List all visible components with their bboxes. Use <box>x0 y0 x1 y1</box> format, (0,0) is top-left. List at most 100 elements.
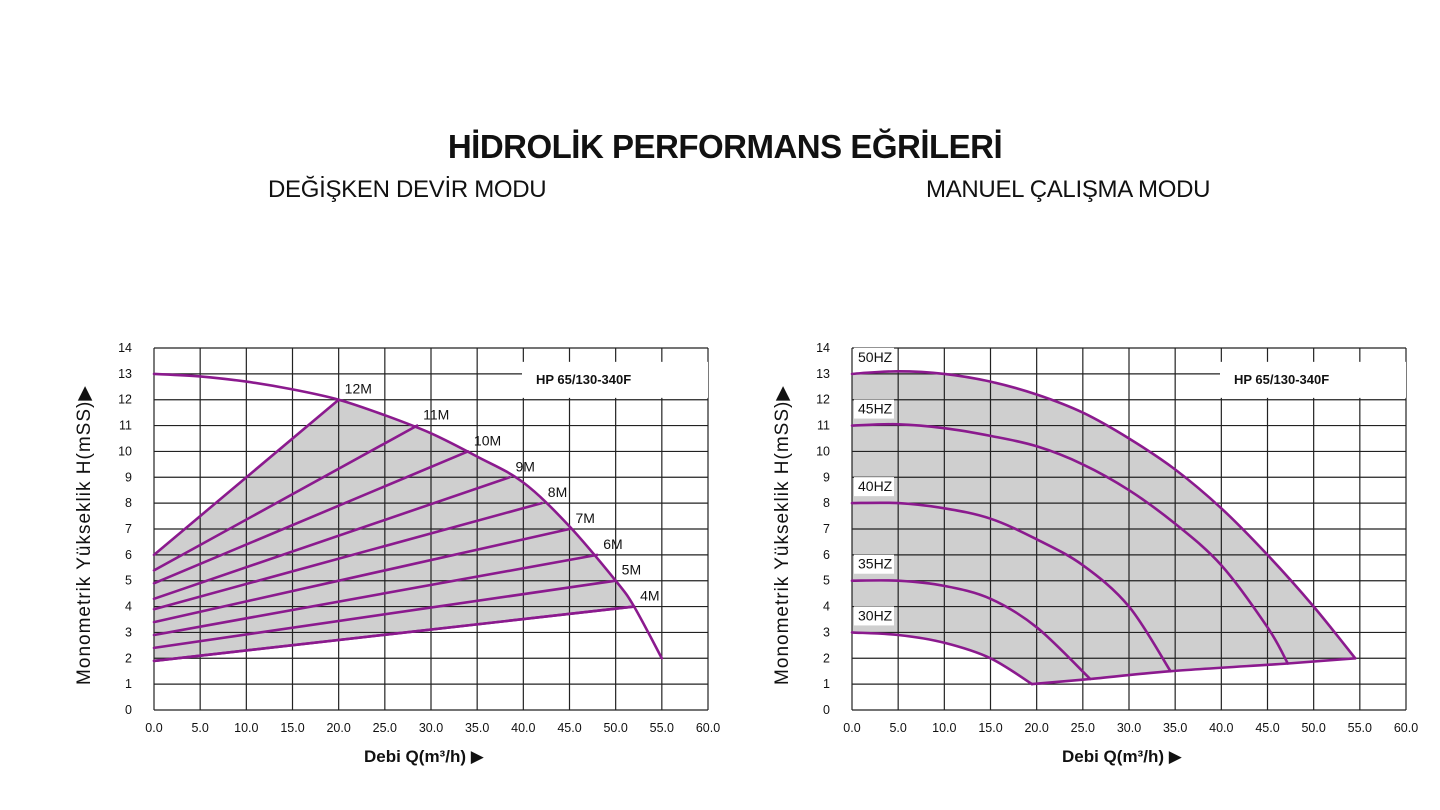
right-y-axis-label: Monometrik Yükseklik H(mSS)▶ <box>772 385 793 685</box>
right-x-tick-label: 60.0 <box>1394 721 1418 735</box>
left-x-tick-label: 30.0 <box>419 721 443 735</box>
right-x-tick-label: 15.0 <box>978 721 1002 735</box>
left-x-tick-label: 0.0 <box>145 721 162 735</box>
right-min-line <box>1030 657 1357 686</box>
left-y-axis-label: Monometrik Yükseklik H(mSS)▶ <box>74 385 95 685</box>
left-model-label: HP 65/130-340F <box>536 372 631 387</box>
left-series-5m <box>152 579 617 650</box>
left-x-tick-label: 25.0 <box>373 721 397 735</box>
left-chart-subtitle: DEĞİŞKEN DEVİR MODU <box>268 176 547 203</box>
right-y-tick-label: 1 <box>823 677 830 691</box>
right-model-label: HP 65/130-340F <box>1234 372 1329 387</box>
right-series-label-bg <box>854 399 894 419</box>
right-series-40hz <box>850 501 1172 673</box>
right-series-label-30hz: 30HZ <box>858 607 893 623</box>
left-x-tick-label: 15.0 <box>280 721 304 735</box>
right-x-tick-label: 35.0 <box>1163 721 1187 735</box>
right-x-axis-label: Debi Q(m³/h) ▶ <box>1062 747 1183 766</box>
right-model-box <box>1220 361 1406 398</box>
left-y-tick-label: 4 <box>125 600 132 614</box>
left-series-11m <box>152 424 419 572</box>
left-series-4m <box>152 605 636 663</box>
left-y-tick-label: 1 <box>125 677 132 691</box>
left-series-label-12m: 12M <box>345 381 372 397</box>
left-series-label-4m: 4M <box>640 588 659 604</box>
right-series-45hz <box>850 422 1290 665</box>
right-series-35hz <box>850 579 1092 681</box>
left-series-12m <box>152 398 340 557</box>
right-x-tick-label: 55.0 <box>1348 721 1372 735</box>
right-y-tick-label: 2 <box>823 651 830 665</box>
right-series-30hz <box>850 631 1034 686</box>
left-x-tick-label: 10.0 <box>234 721 258 735</box>
left-series-7m <box>152 527 571 624</box>
right-x-tick-label: 10.0 <box>932 721 956 735</box>
right-x-tick-label: 20.0 <box>1024 721 1048 735</box>
left-x-axis-label: Debi Q(m³/h) ▶ <box>364 747 485 766</box>
right-y-tick-label: 0 <box>823 703 830 717</box>
right-series-50hz <box>850 370 1357 660</box>
right-series-label-50hz: 50HZ <box>858 349 893 365</box>
left-x-tick-label: 55.0 <box>650 721 674 735</box>
right-y-tick-label: 14 <box>816 341 830 355</box>
right-y-tick-label: 5 <box>823 574 830 588</box>
left-y-tick-label: 0 <box>125 703 132 717</box>
left-x-tick-label: 5.0 <box>191 721 208 735</box>
left-y-tick-label: 2 <box>125 651 132 665</box>
right-x-tick-label: 5.0 <box>889 721 906 735</box>
left-x-tick-label: 35.0 <box>465 721 489 735</box>
right-x-tick-label: 0.0 <box>843 721 860 735</box>
left-series-label-7m: 7M <box>576 510 595 526</box>
left-series-label-5m: 5M <box>622 562 641 578</box>
right-x-tick-label: 40.0 <box>1209 721 1233 735</box>
left-series-label-11m: 11M <box>423 407 449 423</box>
right-series-label-bg <box>854 554 894 574</box>
left-x-tick-label: 40.0 <box>511 721 535 735</box>
left-y-tick-label: 11 <box>119 419 132 433</box>
right-series-label-45hz: 45HZ <box>858 401 893 417</box>
right-x-tick-label: 45.0 <box>1255 721 1279 735</box>
right-x-tick-label: 50.0 <box>1301 721 1325 735</box>
left-y-tick-label: 5 <box>125 574 132 588</box>
left-series-6m <box>152 553 599 637</box>
right-y-tick-label: 10 <box>816 444 830 458</box>
left-y-tick-label: 10 <box>118 444 132 458</box>
left-y-tick-label: 8 <box>125 496 132 510</box>
left-y-tick-label: 9 <box>125 470 132 484</box>
left-series-label-8m: 8M <box>548 484 567 500</box>
right-x-tick-label: 30.0 <box>1117 721 1141 735</box>
right-y-tick-label: 7 <box>823 522 830 536</box>
right-chart-subtitle: MANUEL ÇALIŞMA MODU <box>926 176 1211 203</box>
right-y-tick-label: 4 <box>823 600 830 614</box>
left-series-label-9m: 9M <box>515 458 534 474</box>
left-series-10m <box>152 450 470 585</box>
left-x-tick-label: 20.0 <box>326 721 350 735</box>
right-series-label-40hz: 40HZ <box>858 478 893 494</box>
left-y-tick-label: 14 <box>118 341 132 355</box>
left-y-tick-label: 3 <box>125 625 132 639</box>
left-series-label-6m: 6M <box>603 536 622 552</box>
left-series-label-10m: 10M <box>474 432 501 448</box>
right-operating-region <box>852 371 1356 685</box>
right-y-tick-label: 12 <box>816 393 830 407</box>
right-series-label-bg <box>854 606 894 626</box>
right-y-tick-label: 6 <box>823 548 830 562</box>
left-y-tick-label: 13 <box>118 367 132 381</box>
right-y-tick-label: 8 <box>823 496 830 510</box>
left-y-tick-label: 6 <box>125 548 132 562</box>
left-x-tick-label: 60.0 <box>696 721 720 735</box>
right-y-tick-label: 3 <box>823 625 830 639</box>
page-title: HİDROLİK PERFORMANS EĞRİLERİ <box>447 128 1003 165</box>
left-series-9m <box>152 476 511 601</box>
left-x-tick-label: 45.0 <box>557 721 581 735</box>
right-series-label-bg <box>854 347 894 367</box>
left-x-tick-label: 50.0 <box>603 721 627 735</box>
right-y-tick-label: 11 <box>817 419 830 433</box>
right-series-label-35hz: 35HZ <box>858 556 893 572</box>
right-series-label-bg <box>854 477 894 497</box>
left-model-box <box>522 361 708 398</box>
left-series-8m <box>152 501 544 611</box>
right-y-tick-label: 9 <box>823 470 830 484</box>
left-y-tick-label: 12 <box>118 393 132 407</box>
